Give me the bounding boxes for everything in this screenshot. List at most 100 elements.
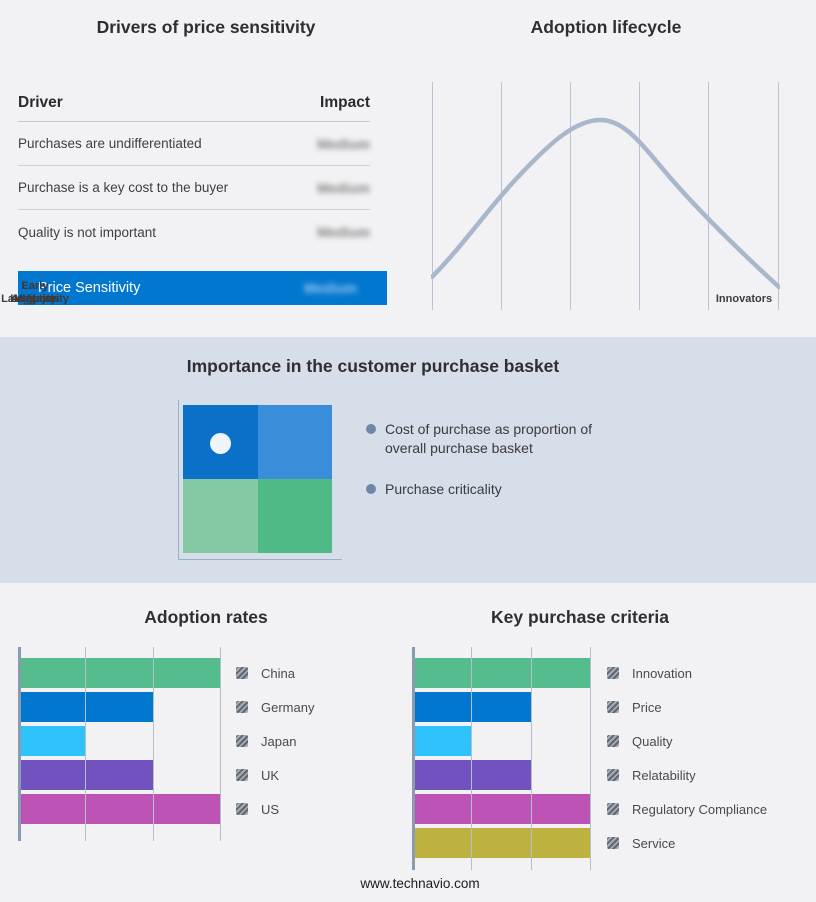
legend-item: US [236,792,314,826]
key-purchase-criteria-legend: Innovation Price Quality Relatability Regula… [607,656,767,860]
price-sensitivity-label: Price Sensitivity [38,280,141,296]
bar-Quality [413,726,473,756]
stage-label: Early Majority [13,279,57,306]
stage-label: Early Adopters [10,279,60,306]
legend-label: UK [261,767,280,783]
legend-item: Germany [236,690,314,724]
legend-swatch-redacted-icon [236,803,248,815]
quadrant-cell-bottom-right [257,479,332,553]
table-row: Purchase is a key cost to the buyer Medi… [18,166,370,210]
quadrant-chart [183,405,332,553]
bar-Japan [19,726,87,756]
bullet-text: Cost of purchase as proportion of overal… [385,421,593,456]
stage-label: Late Majority [1,293,69,306]
y-axis [18,647,21,841]
quadrant-cell-top-left [183,405,258,479]
column-impact: Impact [320,94,370,111]
impact-cell-redacted: Medium [317,224,370,240]
legend-swatch-redacted-icon [607,667,619,679]
bell-curve [431,117,780,290]
price-sensitivity-bar: Price Sensitivity Medium [18,271,387,305]
gridline [85,647,87,841]
bullet-item: Cost of purchase as proportion of overal… [366,420,637,458]
drivers-table: Driver Impact Purchases are undifferenti… [18,88,370,254]
legend-label: Service [632,835,676,851]
legend-swatch-redacted-icon [236,701,248,713]
purchase-basket-section: Importance in the customer purchase bask… [0,337,816,583]
stage-label: Innovators [715,293,773,306]
legend-item: China [236,656,314,690]
legend-label: Regulatory Compliance [632,801,768,817]
bar-China [19,658,221,688]
legend-label: Relatability [632,767,696,783]
legend-swatch-redacted-icon [607,803,619,815]
stage-label: Laggards [10,293,60,306]
bullet-text: Purchase criticality [385,481,502,497]
drivers-table-header: Driver Impact [18,88,370,122]
quadrant-cell-top-right [257,405,332,479]
gridline [590,647,591,870]
gridline [220,647,221,841]
adoption-rates-legend: China Germany Japan UK US [236,656,314,826]
legend-item: Relatability [607,758,767,792]
legend-item: Service [607,826,767,860]
legend-label: Price [632,699,662,715]
legend-label: Germany [261,699,315,715]
legend-label: China [261,665,295,681]
legend-item: Innovation [607,656,767,690]
column-driver: Driver [18,94,63,111]
impact-cell-redacted: Medium [317,179,370,196]
gridline [530,647,532,870]
bar-Relatability [413,760,532,790]
legend-swatch-redacted-icon [236,769,248,781]
legend-label: Japan [261,733,297,749]
bar-US [19,794,221,824]
legend-swatch-redacted-icon [607,735,619,747]
legend-label: Quality [632,733,673,749]
footer-url: www.technavio.com [360,876,480,891]
bullet-icon [366,424,376,434]
legend-item: UK [236,758,314,792]
bar-Regulatory Compliance [413,794,591,824]
driver-cell: Purchases are undifferentiated [18,136,202,151]
legend-swatch-redacted-icon [236,735,248,747]
quadrant-axis-y [178,400,179,560]
legend-swatch-redacted-icon [607,769,619,781]
legend-item: Price [607,690,767,724]
gridline [471,647,473,870]
y-axis [412,647,415,870]
key-purchase-criteria-chart [412,647,591,870]
impact-cell-redacted: Medium [317,135,370,152]
impact-cell-redacted: Medium [304,280,357,296]
basket-title: Importance in the customer purchase bask… [186,356,560,376]
legend-swatch-redacted-icon [236,667,248,679]
quadrant-cell-bottom-left [183,479,258,553]
quadrant-axis-x [178,559,342,560]
legend-item: Regulatory Compliance [607,792,767,826]
bar-Germany [19,692,154,722]
adoption-rates-chart [18,647,221,841]
adoption-rates-title: Adoption rates [144,607,268,627]
table-row: Quality is not important Medium [18,210,370,254]
lifecycle-title: Adoption lifecycle [530,17,682,37]
bullet-item: Purchase criticality [366,480,637,499]
legend-swatch-redacted-icon [607,837,619,849]
key-purchase-criteria-title: Key purchase criteria [490,607,670,627]
drivers-title: Drivers of price sensitivity [96,17,316,37]
bullet-icon [366,484,376,494]
driver-cell: Purchase is a key cost to the buyer [18,180,229,195]
legend-swatch-redacted-icon [607,701,619,713]
bar-UK [19,760,154,790]
driver-cell: Quality is not important [18,224,157,240]
legend-label: US [261,801,280,817]
legend-label: Innovation [632,665,692,681]
table-row: Purchases are undifferentiated Medium [18,122,370,166]
position-marker-dot [210,433,231,454]
lifecycle-chart [431,82,780,310]
bar-Service [413,828,591,858]
bar-Innovation [413,658,591,688]
legend-item: Japan [236,724,314,758]
legend-item: Quality [607,724,767,758]
bar-Price [413,692,532,722]
